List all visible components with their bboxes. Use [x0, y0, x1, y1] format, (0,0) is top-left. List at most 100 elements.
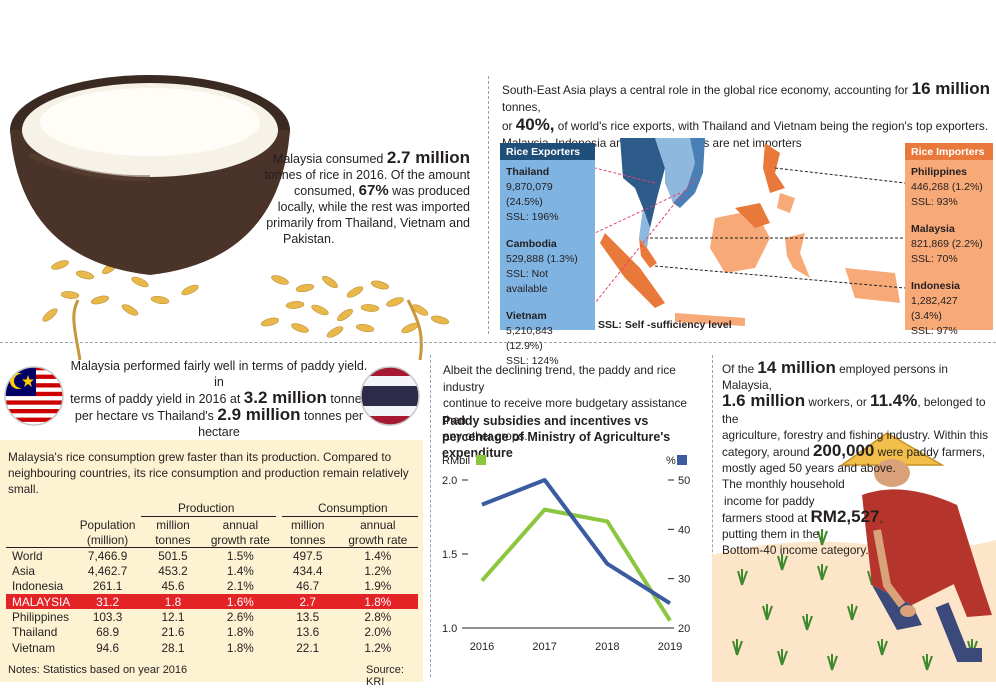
table-cell: 1.8%: [226, 625, 254, 640]
intro-consumed-pre: Malaysia consumed: [272, 152, 387, 166]
emp-line1-big: 14 million: [757, 358, 836, 377]
table-cell: 2.8%: [364, 610, 392, 625]
importer-country: Philippines: [911, 166, 968, 178]
group-consumption: Consumption: [318, 501, 388, 515]
table-header-cell: [6, 532, 72, 547]
table-cell: 1.5%: [226, 548, 254, 563]
table-cell: 1.2%: [364, 563, 392, 578]
table-cell: Philippines: [12, 610, 70, 625]
yield-line4: hectare: [198, 425, 240, 439]
exporter-ssl: SSL: 196%: [506, 211, 559, 223]
table-cell: 94.6: [96, 640, 120, 655]
table-header-cell: annual: [222, 517, 259, 532]
yield-line3a: per hectare vs Thailand's: [74, 409, 218, 423]
table-cell: 1.9%: [364, 579, 392, 594]
exporters-title: Rice Exporters: [500, 143, 595, 160]
importers-title: Rice Importers: [905, 143, 993, 160]
table-cell: 46.7: [296, 579, 320, 594]
right-axis-label: %: [666, 455, 676, 467]
table-cell: MALAYSIA: [6, 593, 73, 610]
importers-list: Philippines 446,268 (1.2%) SSL: 93% Mala…: [905, 160, 993, 339]
paddy-yield-text: Malaysia performed fairly well in terms …: [70, 358, 368, 440]
table-cell: 1.4%: [364, 548, 392, 563]
table-header-cell: million: [291, 517, 325, 532]
right-tick-label: 40: [678, 524, 690, 536]
table-header-cell: annual: [360, 517, 396, 532]
exporters-list: Thailand 9,870,079 (24.5%) SSL: 196% Cam…: [500, 160, 595, 369]
importer-volume: 821,869 (2.2%): [911, 238, 983, 250]
rice-table: Population million annual million annual (mil…: [6, 517, 418, 656]
series-line-blue: [481, 478, 672, 606]
emp-line4-big: 200,000: [812, 441, 875, 461]
table-row: World 7,466.9 501.5 1.5% 497.5 1.4%: [6, 548, 418, 563]
table-header-row: (million) tonnes growth rate tonnes growth r…: [6, 532, 418, 548]
emp-line8-big: RM2,527: [810, 506, 880, 526]
table-header-row: Population million annual million annual: [6, 517, 418, 532]
right-tick-label: 30: [678, 574, 690, 586]
sea-line1a: South-East Asia plays a central role in …: [502, 83, 912, 97]
table-cell: World: [12, 548, 43, 563]
consumption-line3: small.: [8, 482, 39, 496]
emp-line3: agriculture, forestry and fishing indust…: [722, 427, 988, 442]
table-cell: Asia: [12, 563, 35, 578]
table-row: Thailand 68.9 21.6 1.8% 13.6 2.0%: [6, 625, 418, 640]
table-header-cell: tonnes: [290, 532, 326, 547]
intro-line6: Pakistan.: [283, 232, 335, 246]
budget-line1: Albeit the declining trend, the paddy an…: [443, 363, 676, 394]
rice-table-wrapper: Production Consumption Population million…: [6, 501, 418, 656]
series-line-green: [480, 507, 672, 622]
exporter-volume: 5,210,843 (12.9%): [506, 325, 553, 352]
table-cell: 1.8: [143, 593, 203, 610]
table-cell: 13.6: [296, 625, 320, 640]
table-cell: 12.1: [161, 610, 185, 625]
table-cell: 21.6: [161, 625, 185, 640]
table-notes: Notes: Statistics based on year 2016: [8, 664, 188, 676]
table-header-cell: (million): [86, 532, 129, 547]
table-cell: 31.2: [72, 593, 144, 610]
table-cell: 434.4: [292, 563, 323, 578]
table-cell: 2.0%: [364, 625, 392, 640]
emp-line8b: ,: [879, 510, 883, 525]
divider-bottom-right: [712, 355, 713, 677]
table-cell: 1.8%: [337, 593, 418, 610]
consumption-note: Malaysia's rice consumption grew faster …: [8, 449, 418, 497]
importer-ssl: SSL: 93%: [911, 196, 958, 208]
intro-line3b: was produced: [388, 184, 470, 198]
table-cell: Indonesia: [12, 579, 64, 594]
importer-item-philippines: Philippines 446,268 (1.2%) SSL: 93%: [911, 165, 987, 210]
table-cell: 1.4%: [226, 563, 254, 578]
emp-line8a: farmers stood at: [722, 510, 811, 525]
table-row: Indonesia 261.1 45.6 2.1% 46.7 1.9%: [6, 579, 418, 594]
yield-line3b: tonnes per: [300, 409, 364, 423]
emp-line6: The monthly household: [722, 477, 845, 492]
table-cell: 261.1: [92, 579, 123, 594]
exporter-country: Thailand: [506, 166, 550, 178]
emp-line2-big1: 1.6 million: [722, 391, 806, 411]
importer-ssl: SSL: 70%: [911, 253, 958, 265]
left-axis-label: RMbil: [442, 455, 470, 467]
table-header-cell: [6, 517, 72, 532]
rice-importers-panel: Rice Importers Philippines 446,268 (1.2%…: [905, 143, 993, 337]
intro-consumption-text: Malaysia consumed 2.7 million tonnes of …: [255, 149, 470, 247]
exporter-volume: 529,888 (1.3%): [506, 253, 578, 265]
table-cell: 497.5: [292, 548, 323, 563]
yield-line3-big: 2.9 million: [217, 405, 301, 424]
intro-pct: 67%: [358, 182, 389, 199]
intro-line4: locally, while the rest was imported: [277, 200, 470, 214]
table-header-cell: tonnes: [155, 532, 191, 547]
importer-item-malaysia: Malaysia 821,869 (2.2%) SSL: 70%: [911, 222, 987, 267]
table-cell: 453.2: [158, 563, 188, 578]
table-cell: 13.5: [296, 610, 320, 625]
table-cell: 7,466.9: [87, 548, 128, 563]
emp-line1b: employed persons in Malaysia,: [722, 362, 948, 393]
budget-line2: continue to receive more budgetary assis…: [443, 396, 687, 427]
group-production: Production: [178, 501, 235, 515]
consumption-panel: Malaysia's rice consumption grew faster …: [0, 440, 423, 688]
table-cell: 4,462.7: [87, 563, 128, 578]
southeast-asia-map: [595, 138, 905, 326]
table-cell: 1.6%: [202, 593, 278, 610]
table-cell: 1.2%: [364, 640, 392, 655]
yield-line2a: terms of paddy yield in 2016 at: [70, 392, 244, 406]
table-cell: Vietnam: [12, 640, 56, 655]
exporter-ssl: SSL: Not available: [506, 268, 549, 295]
